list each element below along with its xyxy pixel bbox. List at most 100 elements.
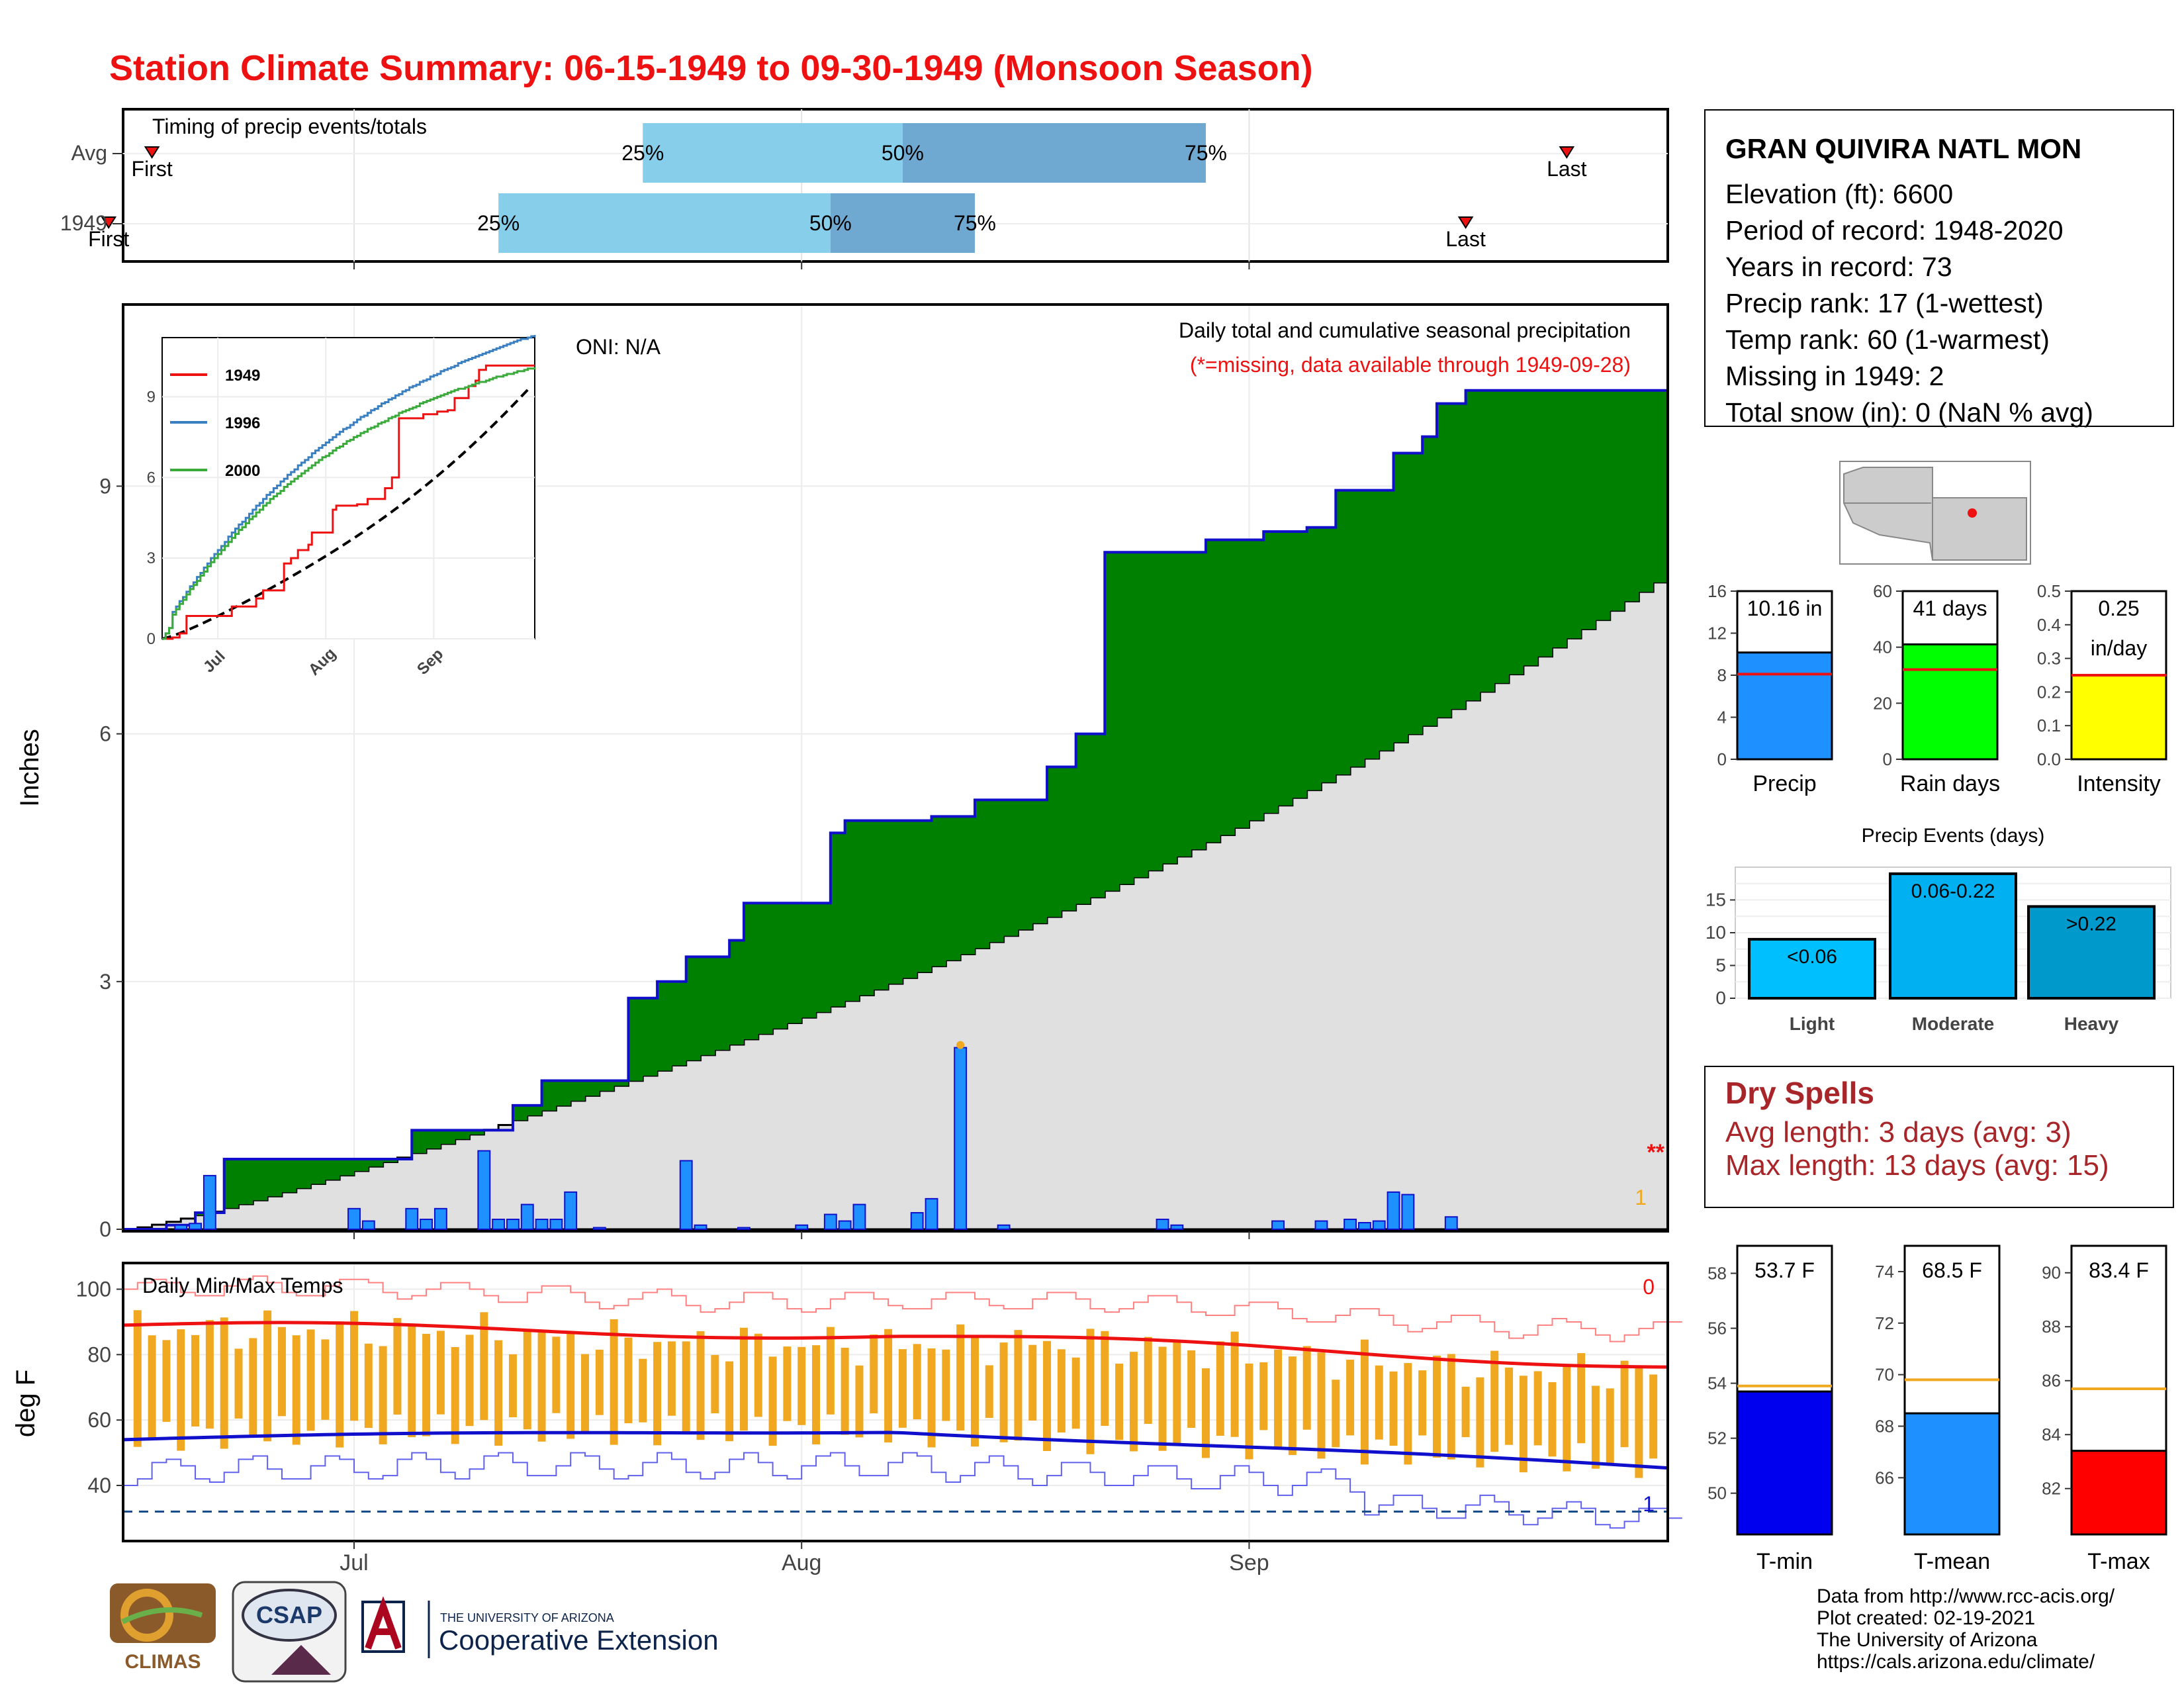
station-precip-rank: Precip rank: 17 (1-wettest) bbox=[1725, 288, 2044, 318]
daily-temp-bar bbox=[336, 1323, 344, 1448]
hot-count: 0 bbox=[1643, 1275, 1655, 1299]
mini-bar-tick-label: 0.0 bbox=[2037, 749, 2061, 769]
daily-temp-bar bbox=[841, 1347, 849, 1435]
temp-summary-value: 68.5 F bbox=[1922, 1258, 1982, 1282]
daily-temp-bar bbox=[739, 1327, 748, 1431]
timing-bar-q25-q50 bbox=[498, 193, 831, 253]
station-info: GRAN QUIVIRA NATL MON Elevation (ft): 66… bbox=[1704, 109, 2174, 428]
daily-temp-bar bbox=[1201, 1368, 1210, 1458]
timing-row-avg-label: Avg bbox=[71, 141, 107, 165]
csap-logo: CSAP bbox=[232, 1581, 347, 1683]
daily-temp-bar bbox=[1086, 1329, 1095, 1454]
timing-last-marker bbox=[1457, 216, 1474, 229]
daily-temp-bar bbox=[682, 1341, 690, 1432]
daily-precip-bar bbox=[795, 1224, 809, 1231]
daily-temp-bar bbox=[595, 1349, 604, 1415]
temp-summary-value: 83.4 F bbox=[2089, 1258, 2149, 1282]
daily-temp-bar bbox=[306, 1329, 315, 1431]
normal-max-line bbox=[122, 1321, 1668, 1369]
daily-temp-bar bbox=[783, 1346, 792, 1421]
daily-temp-bar bbox=[1028, 1344, 1037, 1421]
daily-precip-bar bbox=[520, 1203, 534, 1230]
daily-temp-bar bbox=[277, 1327, 286, 1417]
temp-summary-tick-label: 56 bbox=[1707, 1319, 1727, 1338]
daily-temp-bar bbox=[1216, 1341, 1224, 1436]
temp-ytick-label: 80 bbox=[87, 1342, 111, 1366]
daily-temp-bar bbox=[1115, 1363, 1124, 1440]
station-elevation: Elevation (ft): 6600 bbox=[1725, 179, 1954, 209]
daily-temp-bar bbox=[263, 1310, 272, 1442]
mini-bar-tick-label: 4 bbox=[1717, 708, 1727, 727]
daily-temp-bar bbox=[1389, 1371, 1398, 1446]
above-normal-area bbox=[123, 390, 1668, 1229]
month-label: Jul bbox=[340, 1550, 368, 1575]
daily-temp-bar bbox=[667, 1341, 676, 1416]
precip-ytick-label: 3 bbox=[99, 970, 111, 994]
timing-last-label: Last bbox=[1547, 157, 1587, 181]
station-temp-rank: Temp rank: 60 (1-warmest) bbox=[1725, 324, 2050, 355]
daily-precip-bar bbox=[564, 1191, 578, 1230]
temp-summary-value: 53.7 F bbox=[1754, 1258, 1815, 1282]
daily-temp-bar bbox=[350, 1311, 359, 1421]
temp-chart-title: Daily Min/Max Temps bbox=[142, 1274, 343, 1297]
daily-precip-bar bbox=[852, 1203, 866, 1230]
temp-summary-tick-label: 72 bbox=[1875, 1313, 1894, 1333]
credit-university: The University of Arizona bbox=[1817, 1629, 2038, 1651]
csap-text: CSAP bbox=[256, 1601, 322, 1628]
mini-bar-value: 10.16 in bbox=[1747, 596, 1823, 620]
daily-temp-bar bbox=[1057, 1349, 1066, 1432]
daily-temp-bar bbox=[1317, 1352, 1326, 1459]
daily-temp-bar bbox=[552, 1336, 561, 1413]
inset-series-2000 bbox=[162, 367, 536, 640]
daily-temp-bar bbox=[1043, 1340, 1052, 1451]
daily-temp-bar bbox=[1274, 1349, 1283, 1449]
daily-temp-bar bbox=[1447, 1354, 1455, 1460]
daily-temp-bar bbox=[768, 1356, 777, 1446]
inset-ytick-label: 0 bbox=[147, 630, 156, 648]
daily-temp-bar bbox=[1461, 1386, 1470, 1438]
daily-temp-bar bbox=[1404, 1363, 1412, 1465]
timing-title: Timing of precip events/totals bbox=[152, 115, 427, 138]
timing-first-marker bbox=[101, 216, 116, 229]
ua-big-text: Cooperative Extension bbox=[439, 1624, 719, 1656]
daily-precip-bar bbox=[997, 1224, 1011, 1231]
temp-summary-label: T-mean bbox=[1914, 1549, 1990, 1574]
daily-precip-bar bbox=[420, 1219, 433, 1230]
daily-temp-bar bbox=[1158, 1346, 1167, 1451]
temp-ylabel: deg F bbox=[11, 1370, 40, 1437]
precip-panel: 0 3 6 9 Inches ONI: N/A Daily total and cum… bbox=[15, 303, 1669, 1241]
daily-temp-bar bbox=[725, 1361, 734, 1442]
daily-precip-bar bbox=[477, 1150, 491, 1231]
daily-temp-bar bbox=[956, 1324, 965, 1431]
daily-temp-bar bbox=[191, 1335, 200, 1427]
timing-first-marker bbox=[144, 146, 160, 159]
mini-bar-tick-label: 0 bbox=[1717, 749, 1727, 769]
daily-temp-bar bbox=[1014, 1330, 1023, 1441]
daily-temp-bar bbox=[1332, 1380, 1340, 1448]
mini-bar-tick-label: 12 bbox=[1707, 624, 1727, 643]
daily-temp-bar bbox=[639, 1358, 647, 1423]
timing-q50-label: 50% bbox=[882, 141, 924, 165]
timing-q50-label: 50% bbox=[809, 211, 852, 235]
date-axis: Jul Aug Sep bbox=[340, 261, 1269, 1575]
temp-summary-tick-label: 52 bbox=[1707, 1429, 1727, 1448]
daily-precip-bar bbox=[838, 1220, 852, 1230]
events-bar-value: <0.06 bbox=[1787, 946, 1837, 968]
dry-spells-max: Max length: 13 days (avg: 15) bbox=[1725, 1149, 2109, 1182]
daily-temp-bar bbox=[653, 1342, 662, 1446]
daily-temp-bar bbox=[1187, 1350, 1196, 1429]
daily-temp-bar bbox=[797, 1346, 806, 1425]
events-ytick-label: 5 bbox=[1715, 955, 1726, 976]
station-period: Period of record: 1948-2020 bbox=[1725, 215, 2064, 246]
timing-q75-label: 75% bbox=[954, 211, 996, 235]
daily-precip-bar bbox=[433, 1207, 447, 1231]
daily-precip-bar bbox=[174, 1224, 188, 1231]
timing-bar-q50-q75 bbox=[830, 193, 975, 253]
mini-bar-tick-label: 0.2 bbox=[2037, 682, 2061, 702]
events-xtick-label: Light bbox=[1790, 1013, 1835, 1034]
mini-bar-tick-label: 0.5 bbox=[2037, 581, 2061, 601]
events-xtick-label: Heavy bbox=[2064, 1013, 2119, 1034]
events-ytick-label: 0 bbox=[1715, 988, 1726, 1008]
page-title: Station Climate Summary: 06-15-1949 to 0… bbox=[109, 48, 1313, 88]
